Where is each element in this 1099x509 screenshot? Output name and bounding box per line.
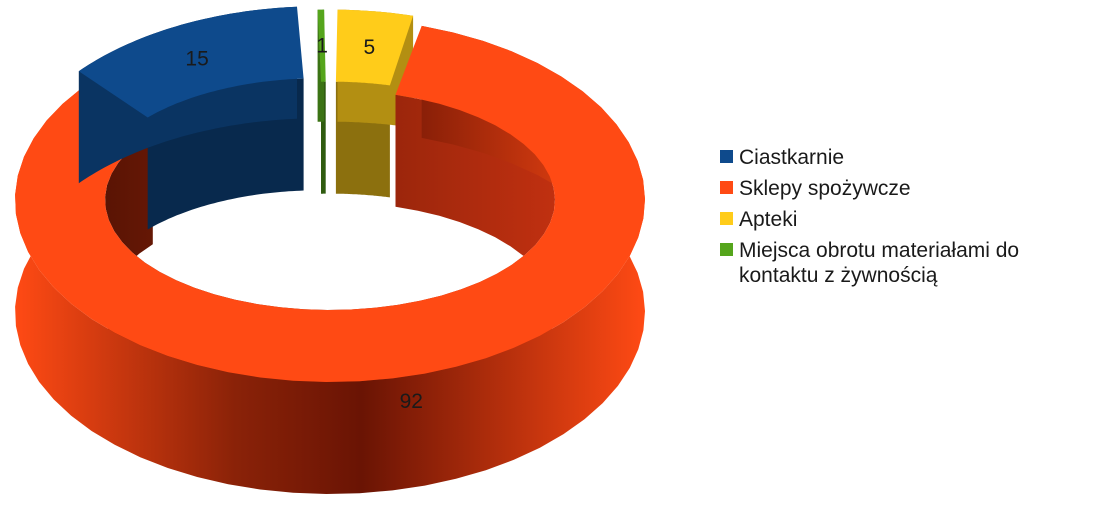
slice-top-ciastkarnie	[78, 6, 304, 118]
legend-label-sklepy: Sklepy spożywcze	[739, 177, 911, 200]
legend-label-ciastkarnie: Ciastkarnie	[739, 146, 845, 169]
slice-top-sklepy	[15, 25, 646, 383]
slice-top-miejsca	[317, 9, 326, 82]
legend-swatch-sklepy	[720, 181, 733, 194]
slice-top-apteki	[335, 9, 414, 86]
slice-miejsca	[317, 9, 326, 194]
legend-item-ciastkarnie: Ciastkarnie	[720, 145, 1090, 170]
data-label-sklepy: 92	[400, 390, 423, 413]
slice-outer-wall-sklepy	[15, 25, 646, 495]
legend-item-miejsca: Miejsca obrotu materiałami do kontaktu z…	[720, 238, 1090, 288]
slice-ciastkarnie	[78, 6, 304, 230]
legend-swatch-ciastkarnie	[720, 150, 733, 163]
legend-label-miejsca: Miejsca obrotu materiałami do kontaktu z…	[739, 239, 1020, 287]
slice-apteki	[335, 9, 414, 198]
data-label-miejsca: 1	[316, 35, 328, 58]
donut-chart: 5 92 15 1	[15, 6, 646, 495]
data-label-ciastkarnie: 15	[185, 47, 208, 70]
legend-item-sklepy: Sklepy spożywcze	[720, 176, 1090, 201]
legend-label-apteki: Apteki	[739, 208, 798, 231]
legend-swatch-miejsca	[720, 243, 733, 256]
slice-sklepy	[15, 25, 646, 495]
legend: Ciastkarnie Sklepy spożywcze Apteki Miej…	[720, 145, 1090, 294]
legend-item-apteki: Apteki	[720, 207, 1090, 232]
legend-swatch-apteki	[720, 212, 733, 225]
data-label-apteki: 5	[364, 36, 376, 59]
